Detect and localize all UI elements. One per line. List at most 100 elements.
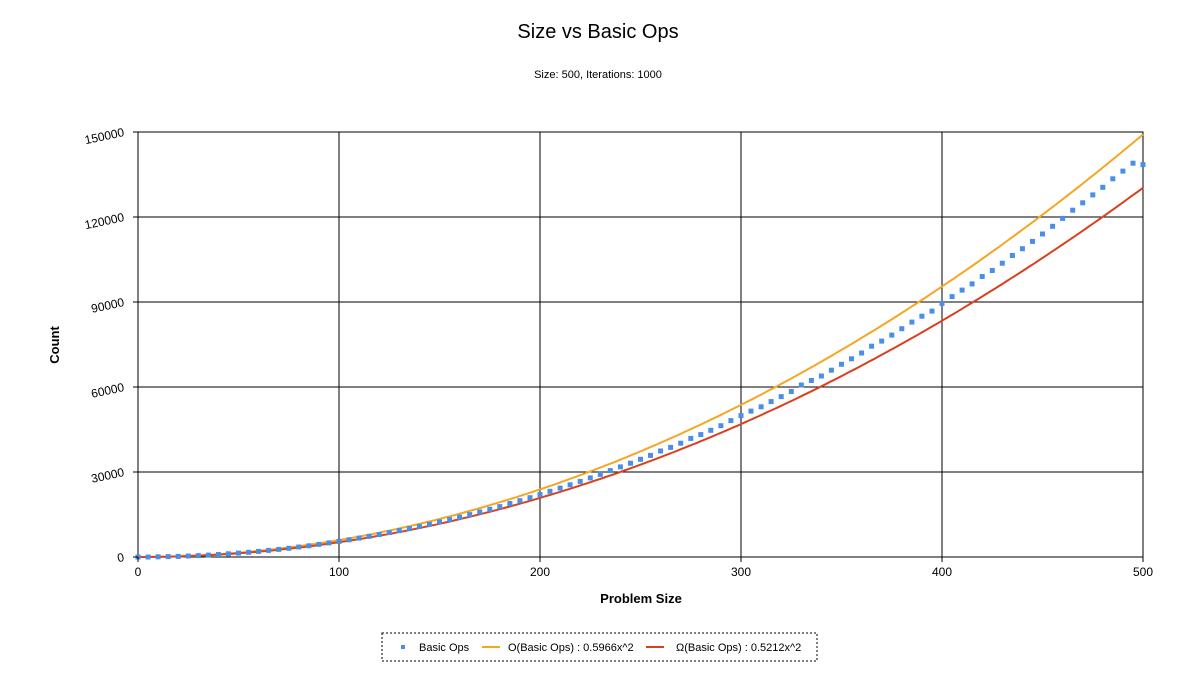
data-point <box>557 485 563 491</box>
data-point <box>879 338 885 344</box>
upper-bound-line <box>138 133 1144 558</box>
data-point <box>708 427 714 433</box>
data-point <box>949 294 955 300</box>
data-point <box>1080 200 1086 206</box>
data-point <box>487 506 493 512</box>
data-point <box>477 509 483 515</box>
data-point <box>1110 176 1116 182</box>
data-point <box>577 478 583 484</box>
data-point <box>758 404 764 410</box>
data-point <box>969 281 975 287</box>
data-point <box>316 541 322 547</box>
data-point <box>567 482 573 488</box>
data-point <box>1070 207 1076 213</box>
data-point <box>688 435 694 441</box>
data-point <box>718 423 724 429</box>
data-point <box>225 551 231 557</box>
data-point <box>1060 215 1066 221</box>
data-point <box>1019 246 1025 252</box>
data-point <box>175 553 181 559</box>
data-point <box>286 545 292 551</box>
y-axis-title: Count <box>47 326 62 364</box>
data-point <box>437 519 442 525</box>
data-point <box>849 356 854 362</box>
data-point <box>638 456 643 462</box>
plot-area <box>135 131 1146 560</box>
data-point <box>306 543 312 549</box>
data-point <box>246 549 252 555</box>
legend-box <box>381 632 818 662</box>
data-point <box>919 313 925 319</box>
data-point <box>959 287 965 293</box>
data-point <box>1009 253 1015 258</box>
data-point <box>728 418 734 424</box>
data-point <box>256 548 262 554</box>
data-point <box>768 399 774 405</box>
data-point <box>497 504 503 510</box>
legend-marker-scatter <box>401 645 405 649</box>
y-tick-label: 60000 <box>90 380 126 401</box>
data-point <box>979 274 985 279</box>
data-point <box>607 468 613 474</box>
data-point <box>1040 231 1045 237</box>
data-point <box>788 389 794 394</box>
data-point <box>628 460 633 466</box>
y-tick-label: 0 <box>116 550 126 565</box>
data-point <box>798 382 804 388</box>
x-tick-label: 100 <box>329 565 349 579</box>
legend-label: O(Basic Ops) : 0.5966x^2 <box>508 642 634 654</box>
data-point <box>587 475 593 481</box>
data-point <box>236 550 241 556</box>
data-point <box>658 448 664 454</box>
data-point <box>326 540 332 546</box>
data-point <box>1130 160 1136 166</box>
data-point <box>517 498 523 504</box>
data-point <box>668 444 674 450</box>
data-point <box>939 300 945 306</box>
legend: Basic Ops O(Basic Ops) : 0.5966x^2 Ω(Basic… <box>381 632 818 662</box>
data-point <box>527 495 533 501</box>
data-point <box>467 512 473 518</box>
y-tick-label: 30000 <box>90 465 126 486</box>
data-point <box>165 554 171 560</box>
fit-lines <box>138 133 1144 558</box>
data-point <box>989 268 995 273</box>
data-point <box>406 526 412 532</box>
data-point <box>1030 238 1035 244</box>
data-point <box>457 514 463 520</box>
data-point <box>808 378 814 383</box>
chart-subtitle: Size: 500, Iterations: 1000 <box>534 69 662 81</box>
data-point <box>678 440 684 446</box>
data-point <box>366 533 372 539</box>
data-point <box>889 332 895 338</box>
y-tick-label: 150000 <box>83 125 125 147</box>
data-point <box>748 408 754 414</box>
data-point <box>818 373 824 379</box>
data-point <box>205 552 211 558</box>
data-point <box>416 524 422 529</box>
grid-lines <box>137 131 1144 558</box>
data-point <box>336 538 342 544</box>
data-point <box>386 530 392 536</box>
plot-frame <box>137 131 1144 558</box>
data-point <box>617 464 623 470</box>
data-point <box>507 501 513 506</box>
data-point <box>296 544 302 550</box>
data-point <box>1090 192 1096 198</box>
x-axis-title: Problem Size <box>600 591 682 606</box>
data-point <box>1050 223 1056 229</box>
data-point <box>537 492 543 498</box>
data-point <box>1100 184 1106 190</box>
data-point <box>346 537 352 543</box>
data-point <box>276 546 282 552</box>
data-point <box>266 547 272 553</box>
data-point <box>597 471 603 477</box>
data-point <box>738 413 744 419</box>
data-point <box>396 528 402 534</box>
legend-label: Ω(Basic Ops) : 0.5212x^2 <box>676 642 801 654</box>
data-point <box>778 394 784 400</box>
data-point <box>547 488 553 494</box>
data-point <box>909 319 915 325</box>
data-point <box>376 532 382 537</box>
